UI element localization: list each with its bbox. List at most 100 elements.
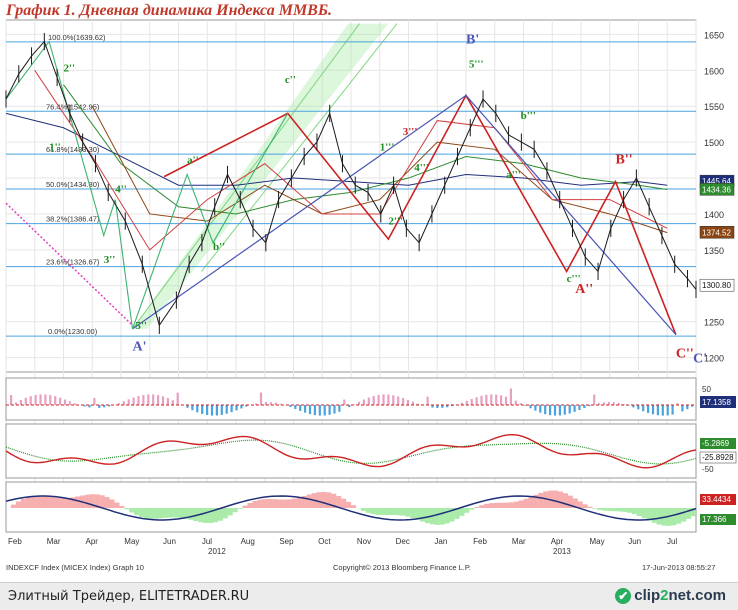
fib-level-label: 23.6%(1326.67) bbox=[46, 258, 100, 267]
wave-label: 1'' bbox=[49, 142, 61, 154]
osc1-bar bbox=[221, 405, 223, 415]
y-tick-label: 1600 bbox=[704, 66, 724, 76]
osc1-bar bbox=[402, 398, 404, 405]
osc1-bar bbox=[216, 405, 218, 416]
osc3-area bbox=[381, 508, 386, 515]
osc1-tick-label: 50 bbox=[702, 385, 711, 394]
osc1-bar bbox=[593, 395, 595, 405]
osc3-area bbox=[50, 497, 55, 508]
osc1-bar bbox=[231, 405, 233, 412]
osc1-bar bbox=[476, 397, 478, 405]
osc1-bar bbox=[338, 405, 340, 412]
osc1-bar bbox=[392, 395, 394, 405]
osc3-area bbox=[597, 508, 602, 510]
osc3-area bbox=[676, 508, 681, 524]
osc3-area bbox=[499, 503, 504, 508]
osc1-bar bbox=[260, 392, 262, 405]
osc3-area bbox=[445, 508, 450, 523]
osc2-tick-label: -50 bbox=[702, 465, 714, 474]
osc1-bar bbox=[397, 396, 399, 405]
footer-source: Элитный Трейдер, ELITETRADER.RU bbox=[8, 589, 249, 604]
osc1-bar bbox=[304, 405, 306, 413]
osc1-bar bbox=[368, 398, 370, 405]
y-tick-label: 1250 bbox=[704, 318, 724, 328]
osc3-area bbox=[519, 500, 524, 508]
osc1-bar bbox=[299, 405, 301, 411]
wave-label: c'' bbox=[285, 74, 296, 86]
osc1-bar bbox=[147, 394, 149, 405]
osc3-area bbox=[607, 508, 612, 511]
osc3-area bbox=[588, 507, 593, 508]
osc3-area bbox=[484, 504, 489, 508]
osc1-bar bbox=[407, 400, 409, 405]
wave-label: C'' bbox=[676, 347, 694, 362]
wave-label: 4'' bbox=[115, 183, 127, 195]
osc3-area bbox=[351, 505, 356, 508]
osc1-bar bbox=[35, 395, 37, 405]
osc1-bar bbox=[662, 405, 664, 416]
y-tick-label: 1650 bbox=[704, 30, 724, 40]
osc1-bar bbox=[157, 395, 159, 405]
osc1-bar bbox=[637, 405, 639, 409]
osc3-area bbox=[494, 503, 499, 508]
x-tick-label: Jun bbox=[628, 537, 641, 546]
osc1-bar bbox=[309, 405, 311, 414]
osc3-area bbox=[637, 508, 642, 516]
osc3-area bbox=[657, 508, 662, 525]
year-label: 2012 bbox=[208, 547, 226, 556]
osc1-bar bbox=[373, 396, 375, 405]
osc1-bar bbox=[294, 405, 296, 409]
osc3-area bbox=[11, 505, 16, 508]
osc3-area bbox=[440, 508, 445, 525]
chart-title: График 1. Дневная динамика Индекса ММВБ. bbox=[6, 2, 332, 20]
wave-label: 5'' bbox=[135, 320, 147, 332]
osc3-area bbox=[563, 493, 568, 508]
osc3-area bbox=[681, 508, 686, 522]
osc3-area bbox=[553, 491, 558, 508]
osc1-bar bbox=[647, 405, 649, 413]
osc3-area bbox=[144, 508, 149, 518]
osc3-area bbox=[395, 508, 400, 515]
osc1-bar bbox=[510, 388, 512, 405]
osc3-area bbox=[21, 499, 26, 508]
osc3-area bbox=[307, 495, 312, 508]
osc1-bar bbox=[59, 398, 61, 405]
y-tick-label: 1400 bbox=[704, 210, 724, 220]
x-tick-label: Mar bbox=[512, 537, 526, 546]
osc1-bar bbox=[574, 405, 576, 412]
meta-left: INDEXCF Index (MICEX Index) Graph 10 bbox=[6, 563, 144, 572]
osc1-bar bbox=[25, 398, 27, 405]
osc3-area bbox=[489, 503, 494, 508]
oscillator-panel-2 bbox=[6, 424, 696, 478]
y-tick-label: 1350 bbox=[704, 246, 724, 256]
osc3-area bbox=[425, 508, 430, 523]
clip2net-logo: ✔clip2net.com bbox=[615, 587, 726, 604]
osc3-area bbox=[346, 502, 351, 508]
wave-label: B' bbox=[466, 33, 479, 48]
osc3-badge-label-1: 33.4434 bbox=[702, 495, 731, 504]
x-tick-label: Mar bbox=[47, 537, 61, 546]
y-tick-label: 1550 bbox=[704, 102, 724, 112]
osc1-bar bbox=[686, 405, 688, 409]
osc1-bar bbox=[515, 401, 517, 405]
osc3-area bbox=[459, 508, 464, 516]
osc1-bar bbox=[314, 405, 316, 415]
fib-level-label: 76.4%(1542.95) bbox=[46, 102, 100, 111]
osc1-bar bbox=[657, 405, 659, 415]
logo-part-a: clip bbox=[634, 587, 660, 604]
wave-label: a'' bbox=[187, 155, 199, 167]
osc3-area bbox=[114, 503, 119, 508]
osc3-area bbox=[612, 508, 617, 511]
osc3-area bbox=[583, 504, 588, 508]
wave-label: 2'' bbox=[64, 63, 76, 75]
osc3-area bbox=[55, 498, 60, 508]
osc3-area bbox=[257, 500, 262, 508]
x-tick-label: Dec bbox=[396, 537, 410, 546]
osc3-area bbox=[400, 508, 405, 516]
osc3-area bbox=[642, 508, 647, 518]
micex-chart: 1200125013001350140014501500155016001650… bbox=[0, 0, 738, 582]
osc3-area bbox=[376, 508, 381, 515]
osc3-area bbox=[252, 501, 257, 508]
osc1-bar bbox=[142, 395, 144, 405]
osc3-area bbox=[386, 508, 391, 515]
